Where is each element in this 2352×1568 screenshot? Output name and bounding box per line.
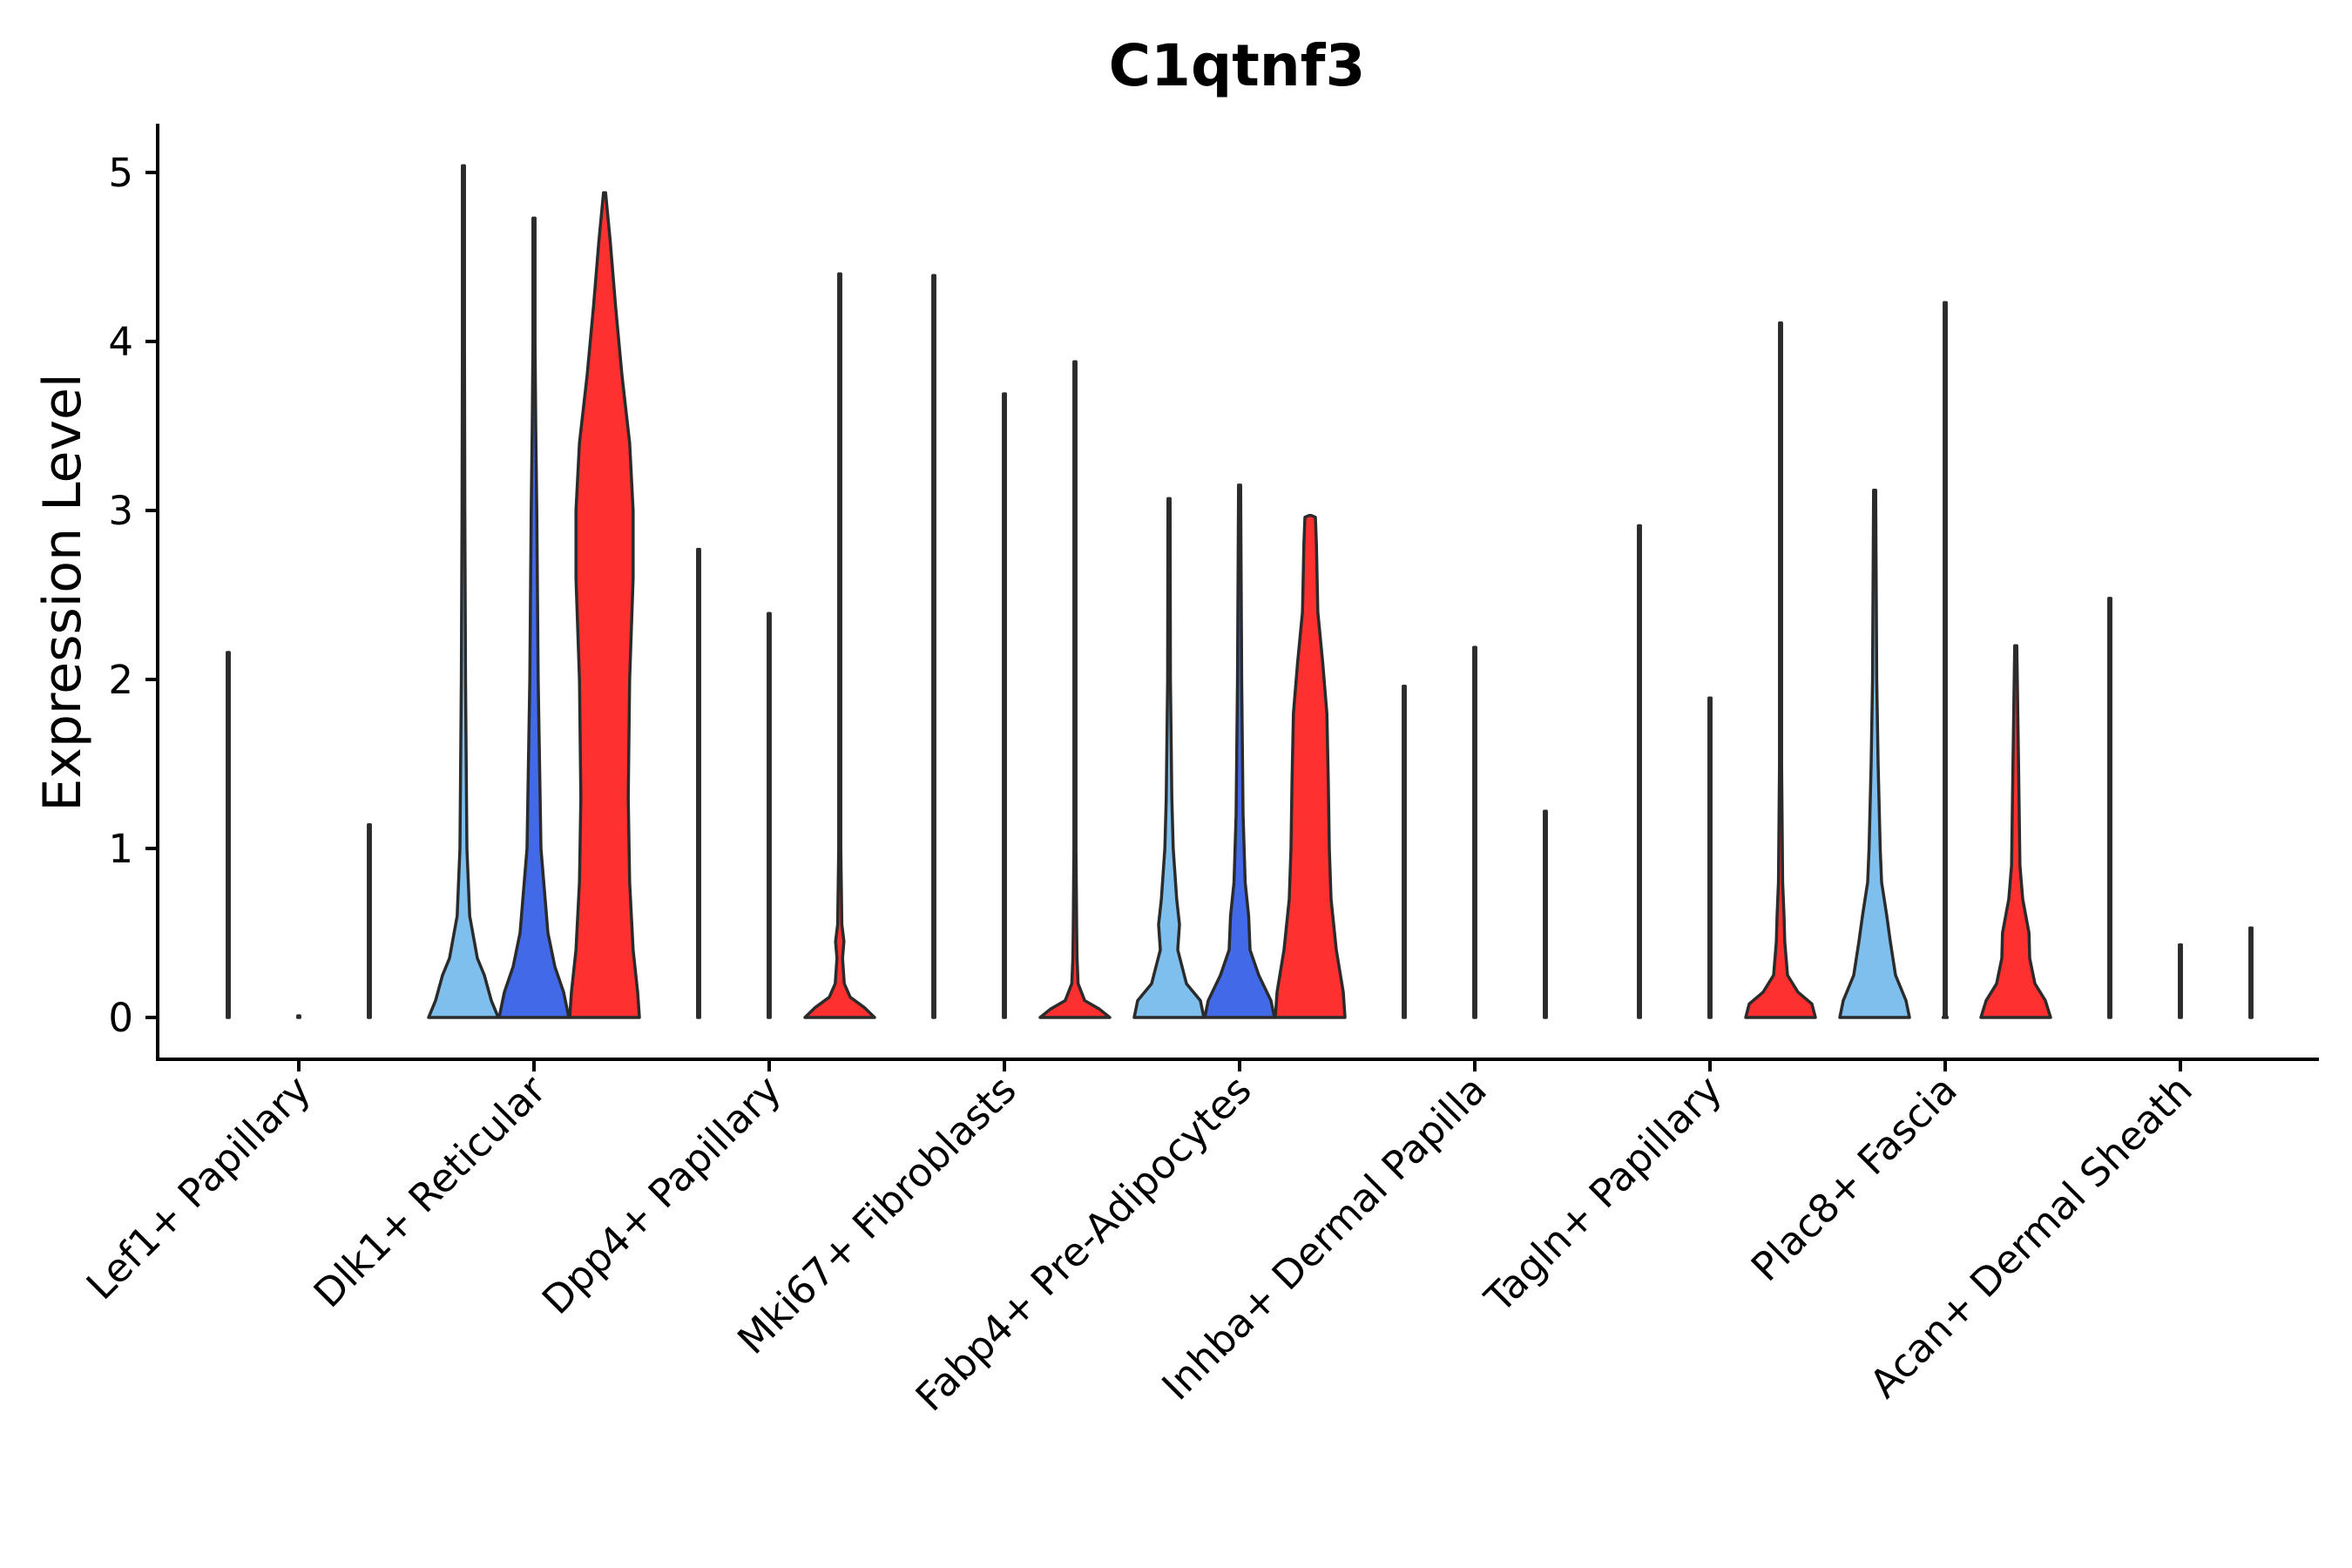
violin-5-0 <box>1402 685 1407 1019</box>
violin-0-1 <box>296 1014 301 1019</box>
violin-2-0 <box>696 547 701 1019</box>
violin-3-2 <box>1038 360 1112 1019</box>
violin-7-1 <box>1941 301 1950 1019</box>
violin-7-2 <box>1979 644 2052 1019</box>
y-tick-label: 2 <box>108 657 133 703</box>
violin-7-0 <box>1838 488 1911 1019</box>
violin-0-0 <box>226 651 231 1019</box>
violin-6-2 <box>1744 321 1817 1019</box>
violin-0-2 <box>367 823 372 1019</box>
violin-8-0 <box>2107 597 2112 1019</box>
plot-area <box>226 164 2254 1019</box>
y-tick-label: 4 <box>108 319 133 365</box>
y-ticks: 0 1 2 3 4 5 <box>108 150 158 1041</box>
y-tick-label: 0 <box>108 995 133 1041</box>
y-tick-label: 5 <box>108 150 133 196</box>
violin-1-2 <box>568 191 641 1019</box>
y-axis-label: Expression Level <box>32 373 93 811</box>
violin-6-0 <box>1637 524 1642 1019</box>
violin-8-1 <box>2178 943 2183 1019</box>
violin-6-1 <box>1707 696 1713 1019</box>
x-tick-label: Tagln+ Papillary <box>1476 1066 1731 1321</box>
chart-title: C1qtnf3 <box>1109 32 1366 99</box>
violin-5-2 <box>1543 809 1548 1019</box>
violin-4-0 <box>1132 497 1206 1019</box>
violin-5-1 <box>1472 645 1477 1019</box>
violin-3-1 <box>1002 392 1007 1019</box>
x-tick-label: Lef1+ Papillary <box>78 1066 320 1308</box>
violin-1-0 <box>427 164 500 1019</box>
violin-3-0 <box>931 274 936 1019</box>
violin-4-2 <box>1274 514 1347 1019</box>
violin-8-2 <box>2248 926 2254 1019</box>
violin-1-1 <box>497 216 571 1019</box>
violin-2-2 <box>803 272 876 1019</box>
violin-2-1 <box>767 612 772 1019</box>
y-tick-label: 3 <box>108 488 133 534</box>
y-tick-label: 1 <box>108 826 133 872</box>
x-tick-label: Dpp4+ Papillary <box>533 1066 790 1323</box>
x-tick-label: Plac8+ Fascia <box>1742 1066 1966 1290</box>
x-tick-label: Dlk1+ Reticular <box>305 1066 555 1316</box>
violin-4-1 <box>1203 483 1276 1019</box>
